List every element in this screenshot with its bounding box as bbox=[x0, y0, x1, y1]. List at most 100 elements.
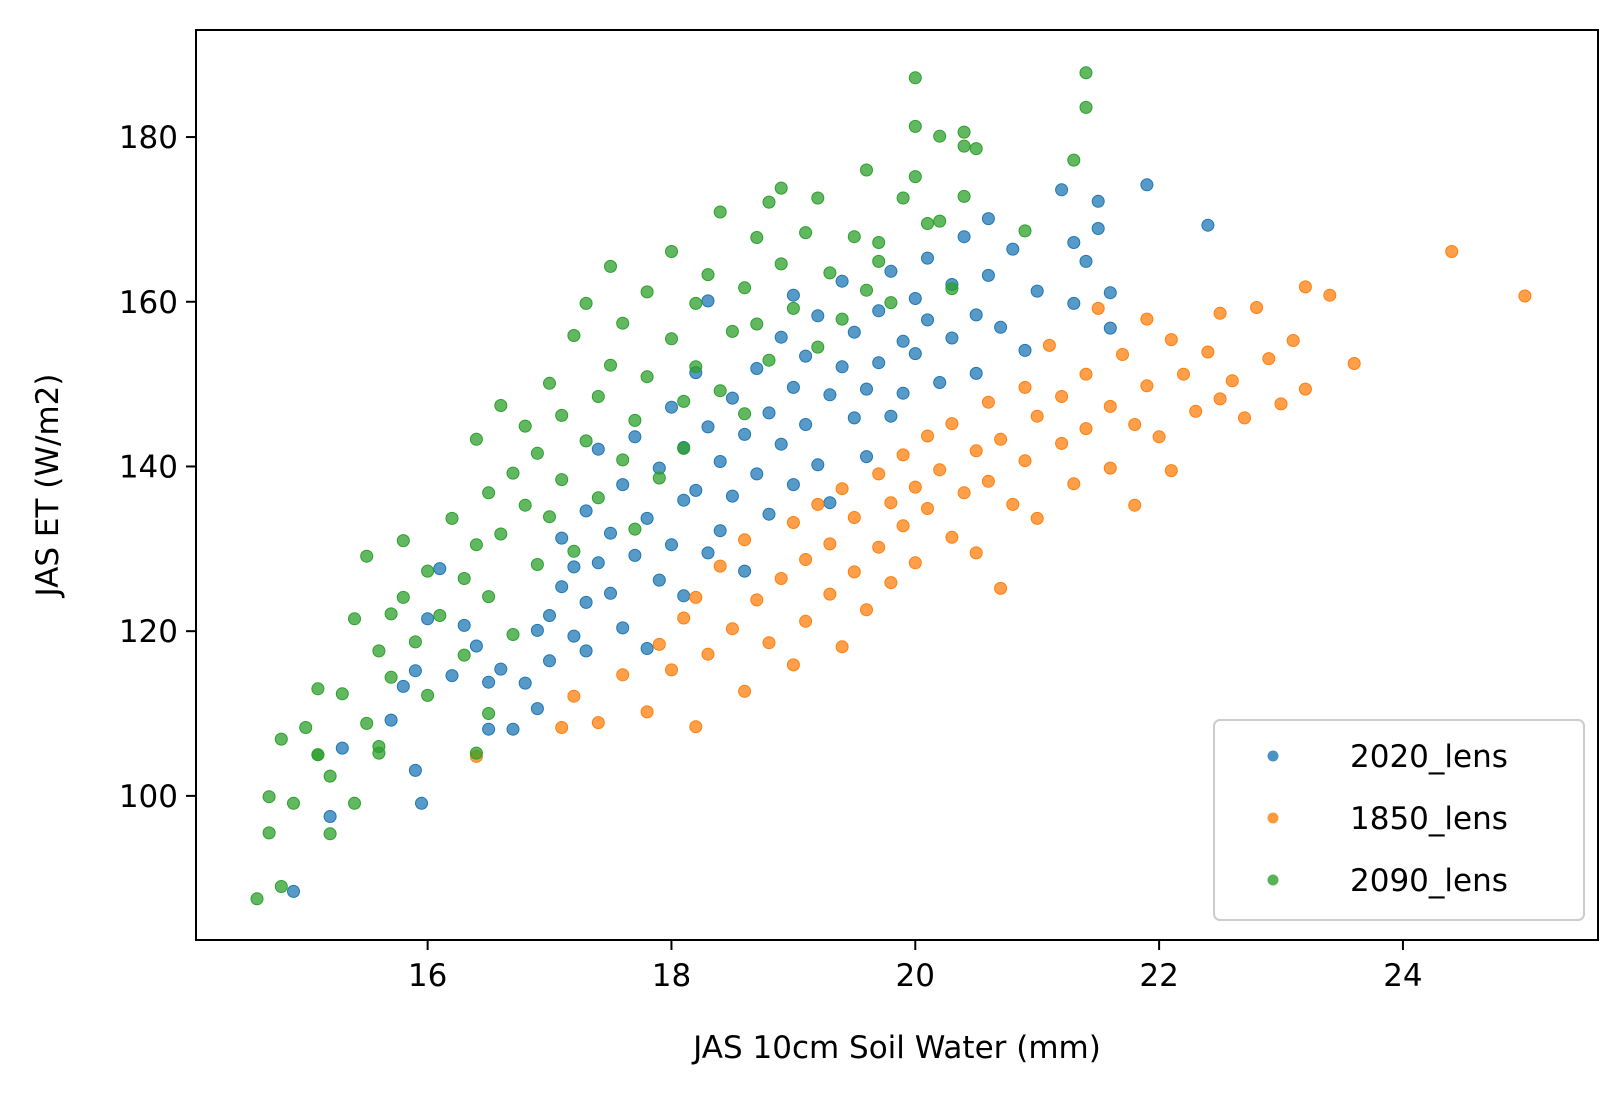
point-2090-lens-98 bbox=[957, 125, 971, 139]
point-1850-lens-81 bbox=[1262, 352, 1276, 366]
point-1850-lens-36 bbox=[896, 519, 910, 533]
point-2090-lens-46 bbox=[567, 544, 581, 558]
x-tick-label-4: 24 bbox=[1383, 958, 1422, 994]
point-1850-lens-67 bbox=[1128, 498, 1142, 512]
point-1850-lens-31 bbox=[872, 467, 886, 481]
point-2020-lens-42 bbox=[665, 538, 678, 552]
point-2020-lens-101 bbox=[1067, 236, 1081, 249]
point-2090-lens-101 bbox=[1018, 224, 1032, 238]
point-2090-lens-6 bbox=[299, 721, 313, 734]
point-1850-lens-17 bbox=[762, 636, 776, 650]
point-1850-lens-49 bbox=[994, 581, 1008, 595]
point-2090-lens-53 bbox=[616, 453, 630, 467]
point-1850-lens-43 bbox=[945, 417, 959, 431]
point-1850-lens-77 bbox=[1213, 392, 1227, 406]
point-2020-lens-48 bbox=[701, 546, 715, 560]
point-2090-lens-41 bbox=[543, 376, 556, 390]
point-2090-lens-20 bbox=[396, 534, 410, 548]
point-2020-lens-90 bbox=[945, 331, 959, 345]
point-2020-lens-109 bbox=[1091, 194, 1105, 208]
point-2090-lens-45 bbox=[567, 329, 581, 342]
point-2090-lens-63 bbox=[677, 441, 691, 455]
point-2090-lens-35 bbox=[506, 466, 520, 480]
legend-marker-2020-lens bbox=[1267, 750, 1279, 762]
x-axis-label: JAS 10cm Soil Water (mm) bbox=[691, 1030, 1101, 1066]
point-2090-lens-61 bbox=[665, 245, 678, 258]
point-2090-lens-81 bbox=[811, 340, 825, 354]
point-2020-lens-3 bbox=[384, 713, 398, 727]
point-2090-lens-44 bbox=[555, 473, 569, 487]
point-2020-lens-66 bbox=[799, 418, 813, 431]
point-2020-lens-68 bbox=[811, 458, 825, 472]
point-2020-lens-5 bbox=[415, 796, 428, 810]
point-1850-lens-84 bbox=[1298, 382, 1312, 396]
point-2090-lens-104 bbox=[1079, 100, 1093, 114]
point-2020-lens-76 bbox=[860, 382, 873, 396]
point-2090-lens-11 bbox=[335, 687, 349, 701]
point-2090-lens-1 bbox=[262, 826, 276, 840]
point-2090-lens-9 bbox=[323, 769, 337, 783]
point-1850-lens-70 bbox=[1152, 430, 1166, 444]
point-2090-lens-0 bbox=[250, 892, 264, 906]
y-tick-label-2: 140 bbox=[119, 449, 178, 485]
point-2090-lens-19 bbox=[384, 670, 398, 684]
point-1850-lens-59 bbox=[1067, 477, 1081, 491]
point-2020-lens-29 bbox=[591, 556, 605, 570]
point-1850-lens-56 bbox=[1042, 338, 1056, 352]
point-1850-lens-27 bbox=[835, 482, 849, 496]
legend-label-2020-lens: 2020_lens bbox=[1350, 739, 1508, 775]
point-2090-lens-79 bbox=[799, 226, 813, 240]
point-2020-lens-43 bbox=[677, 493, 691, 507]
plot-frame bbox=[195, 29, 1599, 941]
point-2020-lens-30 bbox=[591, 442, 605, 456]
point-1850-lens-79 bbox=[1238, 411, 1251, 425]
point-1850-lens-51 bbox=[1006, 497, 1020, 511]
point-2090-lens-32 bbox=[482, 590, 496, 604]
point-1850-lens-69 bbox=[1140, 379, 1154, 393]
point-2020-lens-28 bbox=[579, 504, 593, 518]
point-1850-lens-19 bbox=[786, 516, 800, 529]
point-2090-lens-26 bbox=[445, 511, 459, 525]
point-2090-lens-94 bbox=[933, 129, 947, 143]
point-2020-lens-52 bbox=[713, 524, 727, 538]
point-2090-lens-75 bbox=[762, 353, 776, 367]
y-tick-label-4: 180 bbox=[119, 120, 178, 156]
point-2020-lens-15 bbox=[494, 662, 508, 676]
point-1850-lens-18 bbox=[774, 572, 788, 585]
point-2090-lens-56 bbox=[628, 522, 642, 536]
point-2020-lens-35 bbox=[628, 548, 642, 562]
point-1850-lens-28 bbox=[847, 565, 861, 579]
point-2090-lens-42 bbox=[543, 510, 556, 524]
point-1850-lens-72 bbox=[1164, 464, 1178, 478]
point-2090-lens-100 bbox=[969, 142, 983, 156]
point-2090-lens-67 bbox=[713, 384, 727, 398]
point-2090-lens-58 bbox=[640, 370, 654, 384]
point-2090-lens-52 bbox=[604, 259, 617, 273]
point-1850-lens-33 bbox=[884, 496, 898, 510]
point-2090-lens-29 bbox=[469, 432, 483, 446]
point-2090-lens-3 bbox=[274, 880, 288, 893]
point-2090-lens-90 bbox=[908, 119, 922, 133]
point-1850-lens-3 bbox=[591, 716, 605, 730]
point-2020-lens-41 bbox=[665, 400, 678, 414]
point-2020-lens-12 bbox=[469, 639, 483, 653]
point-2020-lens-13 bbox=[482, 675, 496, 689]
point-1850-lens-76 bbox=[1213, 306, 1227, 320]
x-tick-label-0: 16 bbox=[408, 958, 447, 994]
point-2090-lens-78 bbox=[786, 301, 800, 315]
point-2020-lens-14 bbox=[482, 722, 496, 736]
point-2090-lens-71 bbox=[738, 407, 752, 421]
point-2090-lens-83 bbox=[835, 312, 849, 326]
point-2020-lens-62 bbox=[774, 437, 788, 451]
point-2020-lens-34 bbox=[616, 621, 630, 635]
point-2090-lens-57 bbox=[640, 285, 654, 299]
point-2090-lens-85 bbox=[860, 163, 873, 177]
point-1850-lens-82 bbox=[1274, 397, 1288, 411]
legend: 2020_lens 1850_lens 2090_lens bbox=[1213, 719, 1585, 921]
point-2020-lens-16 bbox=[506, 722, 520, 736]
point-2020-lens-63 bbox=[786, 380, 800, 394]
point-2020-lens-69 bbox=[811, 309, 825, 323]
point-2020-lens-79 bbox=[872, 356, 886, 370]
point-2020-lens-108 bbox=[1201, 218, 1215, 232]
point-1850-lens-42 bbox=[945, 530, 959, 544]
